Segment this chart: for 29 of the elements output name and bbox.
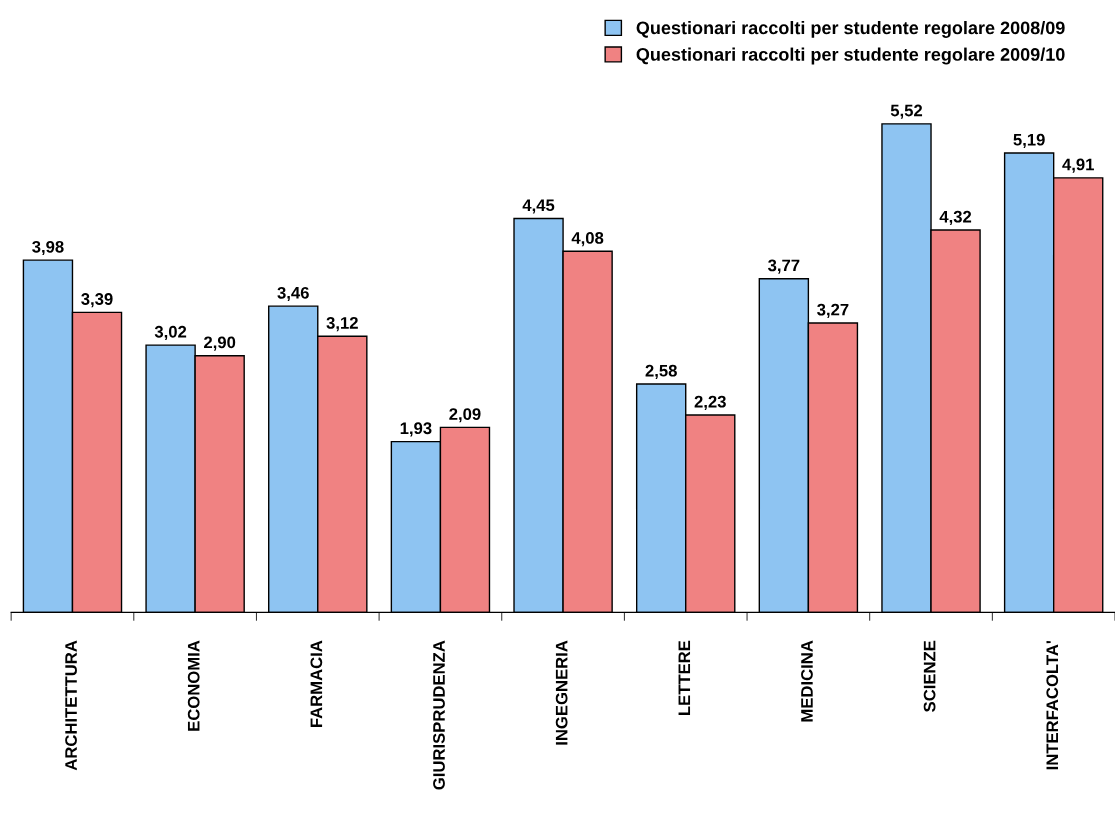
legend-label: Questionari raccolti per studente regolare 2008/09 xyxy=(636,21,1065,38)
data-label: 3,77 xyxy=(768,259,800,274)
data-label: 4,91 xyxy=(1062,158,1094,173)
data-label: 2,09 xyxy=(449,408,481,423)
x-tick-label: ARCHITETTURA xyxy=(65,640,77,771)
data-label: 5,19 xyxy=(1013,133,1045,149)
data-label: 2,23 xyxy=(694,395,726,410)
data-label: 3,27 xyxy=(817,303,849,318)
x-tick-label: INTERFACOLTA' xyxy=(1046,641,1059,770)
data-label: 3,46 xyxy=(277,286,309,302)
x-tick-label: INGEGNERIA xyxy=(555,640,568,745)
data-label: 2,58 xyxy=(645,364,677,379)
x-tick-label: MEDICINA xyxy=(801,640,813,722)
x-tick-label: ECONOMIA xyxy=(187,640,200,731)
data-label: 3,98 xyxy=(32,240,64,256)
legend-label: Questionari raccolti per studente regolare 2009/10 xyxy=(636,47,1065,65)
data-label: 5,52 xyxy=(890,104,923,119)
data-label: 3,02 xyxy=(154,325,187,341)
x-tick-label: FARMACIA xyxy=(310,640,323,728)
x-tick-label: LETTERE xyxy=(678,640,691,715)
x-tick-label: SCIENZE xyxy=(923,640,936,712)
data-label: 4,32 xyxy=(939,210,972,225)
x-tick-label: GIURISPRUDENZA xyxy=(433,640,445,790)
data-label: 1,93 xyxy=(400,422,432,437)
data-label: 3,39 xyxy=(81,293,113,308)
data-label: 4,45 xyxy=(522,199,555,214)
data-label: 4,08 xyxy=(571,232,604,247)
data-label: 2,90 xyxy=(204,336,236,351)
data-label: 3,12 xyxy=(326,316,358,332)
